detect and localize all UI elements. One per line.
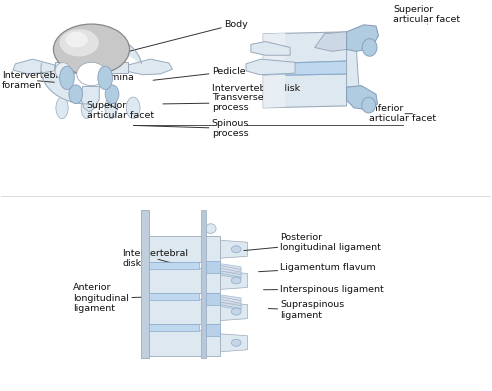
Text: Ligamentum flavum: Ligamentum flavum <box>259 263 376 272</box>
Polygon shape <box>263 33 285 64</box>
Ellipse shape <box>105 97 117 118</box>
Polygon shape <box>143 299 151 325</box>
Text: Intervertebral
foramen: Intervertebral foramen <box>1 71 68 90</box>
Ellipse shape <box>81 97 92 118</box>
Ellipse shape <box>231 339 241 346</box>
Ellipse shape <box>205 224 216 233</box>
Text: Superior
articular facet: Superior articular facet <box>87 101 154 120</box>
Ellipse shape <box>362 97 375 113</box>
Text: Intervertebral
disk: Intervertebral disk <box>123 249 188 268</box>
Ellipse shape <box>55 63 71 79</box>
Text: Transverse
process: Transverse process <box>163 93 263 113</box>
Ellipse shape <box>66 32 88 47</box>
Polygon shape <box>315 32 346 51</box>
Ellipse shape <box>69 85 83 104</box>
Polygon shape <box>206 324 220 336</box>
Polygon shape <box>346 25 378 51</box>
Polygon shape <box>251 41 290 55</box>
Polygon shape <box>202 330 220 356</box>
Polygon shape <box>246 59 295 75</box>
Text: Inferior
articular facet: Inferior articular facet <box>369 104 436 124</box>
Polygon shape <box>206 261 220 273</box>
Polygon shape <box>202 267 220 293</box>
Polygon shape <box>220 264 241 278</box>
Polygon shape <box>128 59 172 75</box>
Polygon shape <box>98 34 141 63</box>
Polygon shape <box>201 210 206 359</box>
Text: Spinous
process: Spinous process <box>133 119 249 138</box>
Text: Posterior
longitudinal ligament: Posterior longitudinal ligament <box>244 233 381 252</box>
Ellipse shape <box>54 24 129 75</box>
Polygon shape <box>148 262 199 269</box>
Text: Interspinous ligament: Interspinous ligament <box>264 285 384 294</box>
Polygon shape <box>263 61 346 75</box>
Ellipse shape <box>60 29 99 56</box>
Polygon shape <box>143 237 151 262</box>
Polygon shape <box>81 86 99 112</box>
Polygon shape <box>13 59 55 74</box>
Polygon shape <box>143 330 151 356</box>
Polygon shape <box>148 293 199 300</box>
Text: Supraspinous
ligament: Supraspinous ligament <box>269 300 344 320</box>
Text: Lamina: Lamina <box>99 73 134 86</box>
Polygon shape <box>220 334 247 352</box>
Polygon shape <box>143 299 202 325</box>
Polygon shape <box>220 303 247 321</box>
Ellipse shape <box>98 66 113 90</box>
Ellipse shape <box>231 277 241 284</box>
Polygon shape <box>55 62 128 73</box>
Polygon shape <box>263 75 285 108</box>
Polygon shape <box>220 295 241 310</box>
Polygon shape <box>263 32 346 64</box>
Ellipse shape <box>60 66 74 90</box>
Polygon shape <box>346 49 359 87</box>
Ellipse shape <box>56 97 68 118</box>
Polygon shape <box>220 240 247 258</box>
Ellipse shape <box>231 246 241 253</box>
Polygon shape <box>141 210 149 359</box>
Text: Body: Body <box>128 20 247 52</box>
Ellipse shape <box>362 39 377 56</box>
Polygon shape <box>143 267 202 293</box>
Ellipse shape <box>126 97 140 118</box>
Polygon shape <box>143 330 202 356</box>
Ellipse shape <box>231 308 241 315</box>
Text: Pedicle: Pedicle <box>153 67 246 80</box>
Text: Anterior
longitudinal
ligament: Anterior longitudinal ligament <box>73 283 154 313</box>
Polygon shape <box>263 74 346 108</box>
Polygon shape <box>143 237 202 262</box>
Polygon shape <box>346 86 377 110</box>
Polygon shape <box>220 271 247 289</box>
Polygon shape <box>202 237 220 262</box>
Circle shape <box>77 62 106 86</box>
Text: Superior
articular facet: Superior articular facet <box>393 5 461 24</box>
Ellipse shape <box>105 85 119 104</box>
Polygon shape <box>41 63 91 104</box>
Polygon shape <box>206 293 220 305</box>
Polygon shape <box>202 299 220 325</box>
Polygon shape <box>143 267 151 293</box>
Polygon shape <box>148 325 199 332</box>
Text: Intervertebral disk: Intervertebral disk <box>212 84 300 94</box>
